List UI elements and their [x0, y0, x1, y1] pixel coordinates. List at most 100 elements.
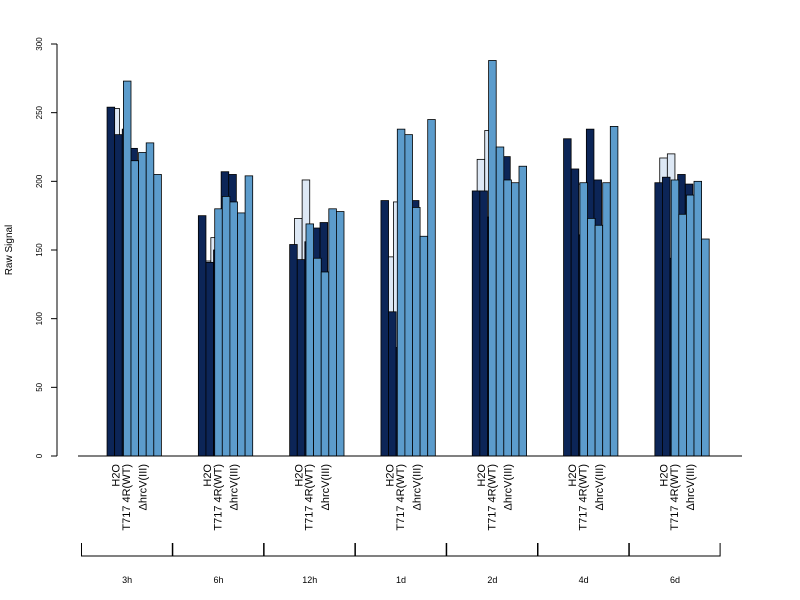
category-label: ΔhrcV(III)	[320, 464, 332, 510]
bar	[701, 238, 710, 457]
bar-group-6d	[654, 153, 710, 457]
bar	[153, 174, 162, 457]
y-tick-label: 300	[35, 37, 44, 51]
group-bracket	[628, 543, 721, 557]
bar	[335, 211, 345, 457]
group-label: 4d	[579, 575, 589, 585]
category-label: T717 4R(WT)	[669, 464, 681, 531]
bar	[471, 190, 481, 457]
bar	[686, 194, 695, 457]
bar	[518, 165, 527, 457]
group-label: 6d	[670, 575, 680, 585]
bar	[388, 311, 397, 457]
category-label: H2O	[476, 464, 488, 487]
bar	[114, 134, 123, 457]
category-label: ΔhrcV(III)	[229, 464, 241, 510]
y-tick-label: 50	[35, 382, 44, 391]
bar	[503, 179, 512, 457]
category-label: T717 4R(WT)	[212, 464, 224, 531]
category-label: H2O	[202, 464, 214, 487]
bar	[313, 257, 322, 457]
group-label: 2d	[487, 575, 497, 585]
bar	[579, 182, 588, 457]
group-labels: 3h 6h 12h 1d 2d 4d 6d	[81, 543, 721, 585]
bar	[296, 259, 306, 457]
group-bracket	[354, 543, 447, 557]
bar	[609, 126, 619, 457]
bar	[495, 146, 505, 457]
bar	[130, 160, 139, 457]
y-tick-label: 100	[35, 311, 44, 325]
bar	[510, 182, 520, 457]
bar	[404, 134, 413, 457]
bars-layer	[106, 60, 710, 457]
y-tick-label: 150	[35, 243, 44, 257]
bar-group-1d	[380, 119, 436, 457]
bar-group-12h	[289, 179, 345, 457]
category-label: ΔhrcV(III)	[503, 464, 515, 510]
bar	[380, 200, 389, 457]
bar	[488, 60, 497, 457]
bar	[396, 128, 406, 457]
bar-group-3h	[106, 80, 162, 457]
bar-group-6h	[197, 171, 254, 457]
bar	[214, 208, 223, 457]
y-tick-label: 250	[35, 105, 44, 119]
bar	[197, 215, 207, 457]
y-tick-label: 0	[35, 453, 44, 458]
bar	[594, 224, 604, 457]
bar	[205, 261, 214, 457]
category-label: H2O	[111, 464, 123, 487]
y-axis-label: Raw Signal	[4, 225, 15, 276]
bar-group-2d	[471, 60, 527, 457]
category-label: H2O	[659, 464, 671, 487]
bar	[602, 182, 611, 457]
category-label: ΔhrcV(III)	[594, 464, 606, 510]
bar	[419, 235, 429, 457]
bar	[237, 212, 246, 457]
group-label: 1d	[396, 575, 406, 585]
bar	[563, 138, 572, 457]
category-label: H2O	[293, 464, 305, 487]
bar	[693, 180, 702, 457]
category-label: T717 4R(WT)	[121, 464, 133, 531]
bar	[123, 80, 132, 457]
y-tick-label: 200	[35, 174, 44, 188]
bar-group-4d	[563, 126, 619, 457]
category-label: T717 4R(WT)	[486, 464, 498, 531]
bar	[662, 176, 671, 457]
bar	[244, 175, 254, 457]
bar	[479, 190, 488, 457]
group-bracket	[172, 543, 265, 557]
category-label: ΔhrcV(III)	[411, 464, 423, 510]
category-label: ΔhrcV(III)	[685, 464, 697, 510]
bar	[138, 152, 147, 457]
bar	[221, 196, 231, 457]
bar	[587, 218, 596, 457]
bar	[570, 168, 580, 457]
category-label: H2O	[567, 464, 579, 487]
bar	[320, 271, 330, 457]
bar	[289, 244, 298, 457]
group-bracket	[81, 543, 173, 557]
group-bracket	[263, 543, 356, 557]
group-bracket	[537, 543, 630, 557]
bar	[654, 182, 663, 457]
category-label: H2O	[385, 464, 397, 487]
group-label: 6h	[213, 575, 223, 585]
bar	[670, 179, 680, 457]
category-label: T717 4R(WT)	[304, 464, 316, 531]
bar	[678, 213, 687, 457]
bar	[328, 208, 337, 457]
bar	[427, 119, 436, 457]
category-label: T717 4R(WT)	[578, 464, 590, 531]
group-bracket	[446, 543, 538, 557]
group-label: 12h	[302, 575, 317, 585]
category-label: T717 4R(WT)	[395, 464, 407, 531]
bar	[229, 201, 238, 457]
bar	[412, 207, 421, 457]
y-ticks: 0 50 100 150 200 250 300	[35, 37, 57, 458]
